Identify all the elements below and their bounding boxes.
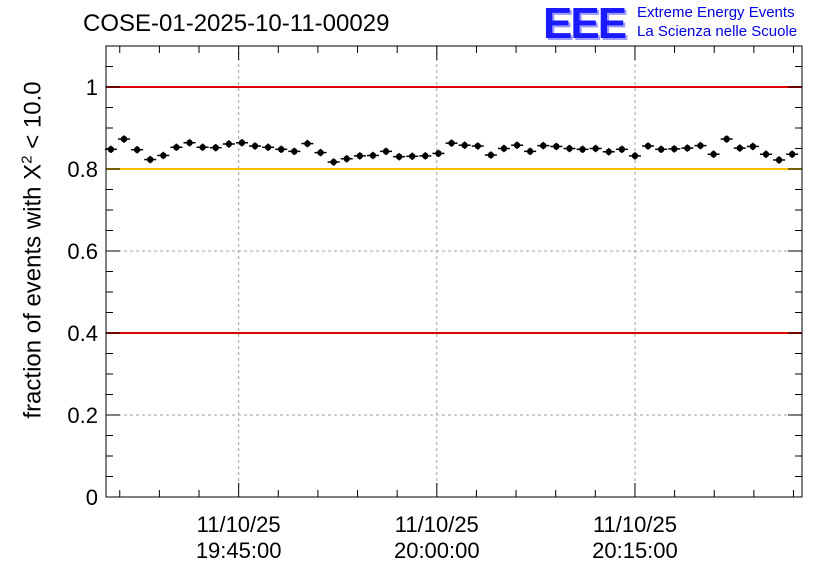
- data-point: [553, 143, 560, 150]
- data-point: [775, 156, 783, 164]
- data-point: [631, 152, 639, 160]
- y-tick-label: 0.4: [67, 321, 98, 346]
- data-point: [107, 146, 115, 153]
- x-tick-date: 11/10/25: [592, 512, 677, 537]
- eee-logo-text: Extreme Energy Events La Scienza nelle S…: [637, 3, 797, 41]
- x-tick-date: 11/10/25: [196, 512, 281, 537]
- x-tick-label: 11/10/25 20:00:00: [377, 512, 497, 564]
- data-point: [697, 142, 704, 149]
- x-tick-date: 11/10/25: [394, 512, 479, 537]
- data-point: [422, 152, 429, 160]
- data-point: [618, 146, 626, 153]
- y-tick-label: 0: [86, 485, 98, 510]
- data-point: [186, 139, 193, 146]
- data-point: [304, 140, 311, 147]
- logo-line-2: La Scienza nelle Scuole: [637, 23, 798, 40]
- x-tick-time: 20:00:00: [393, 538, 480, 563]
- y-axis-label-symbol: X: [19, 163, 47, 180]
- run-title: COSE-01-2025-10-11-00029: [83, 10, 390, 37]
- y-axis-label-exponent: 2: [18, 155, 36, 164]
- data-point: [147, 156, 154, 163]
- data-point: [238, 139, 246, 146]
- data-point: [133, 146, 141, 153]
- data-point: [592, 145, 599, 152]
- y-axis-label: fraction of events with X2 < 10.0: [19, 81, 48, 418]
- data-point: [330, 158, 337, 166]
- y-tick-label: 0.2: [67, 403, 98, 428]
- data-point: [657, 146, 665, 153]
- x-tick-time: 20:15:00: [592, 538, 678, 563]
- y-tick-label: 0.8: [67, 157, 98, 182]
- data-point: [710, 151, 717, 158]
- x-tick-label: 11/10/25 20:15:00: [575, 512, 695, 564]
- data-point: [526, 148, 534, 155]
- data-point: [225, 140, 233, 148]
- plot-frame: [105, 45, 803, 498]
- y-tick-label: 1: [86, 75, 98, 100]
- eee-logo: EEE: [543, 0, 627, 48]
- data-point: [487, 151, 495, 159]
- data-point: [644, 142, 652, 150]
- data-point: [474, 142, 481, 150]
- data-point: [723, 135, 730, 143]
- data-point: [264, 144, 272, 151]
- data-point: [500, 145, 508, 152]
- data-point: [461, 142, 468, 149]
- data-point: [395, 153, 403, 160]
- data-point: [448, 139, 455, 147]
- data-point: [788, 151, 796, 158]
- data-point: [251, 142, 259, 150]
- data-point: [212, 144, 219, 151]
- data-point: [736, 144, 743, 152]
- data-point: [317, 149, 324, 156]
- data-point: [540, 142, 547, 149]
- x-tick-time: 19:45:00: [195, 538, 282, 563]
- data-point: [369, 152, 377, 159]
- y-axis-label-prefix: fraction of events with: [19, 179, 47, 419]
- data-point: [356, 152, 364, 160]
- data-point: [199, 144, 206, 151]
- data-point: [566, 145, 573, 152]
- data-point: [684, 144, 691, 152]
- y-axis-label-suffix: < 10.0: [19, 81, 47, 156]
- data-point: [173, 144, 180, 151]
- y-tick-label: 0.6: [67, 239, 98, 264]
- logo-line-1: Extreme Energy Events: [637, 4, 795, 21]
- data-point: [579, 146, 586, 153]
- data-point: [513, 142, 521, 149]
- data-point: [435, 150, 442, 157]
- data-point: [605, 148, 612, 155]
- data-point: [671, 145, 678, 153]
- x-tick-label: 11/10/25 19:45:00: [179, 512, 299, 564]
- data-point: [762, 151, 770, 158]
- data-point: [409, 153, 416, 160]
- data-point: [120, 135, 128, 143]
- data-point: [343, 155, 350, 162]
- data-point: [382, 148, 390, 155]
- data-point: [291, 148, 298, 155]
- data-point: [278, 146, 285, 153]
- data-point: [749, 143, 757, 150]
- data-point: [160, 152, 167, 159]
